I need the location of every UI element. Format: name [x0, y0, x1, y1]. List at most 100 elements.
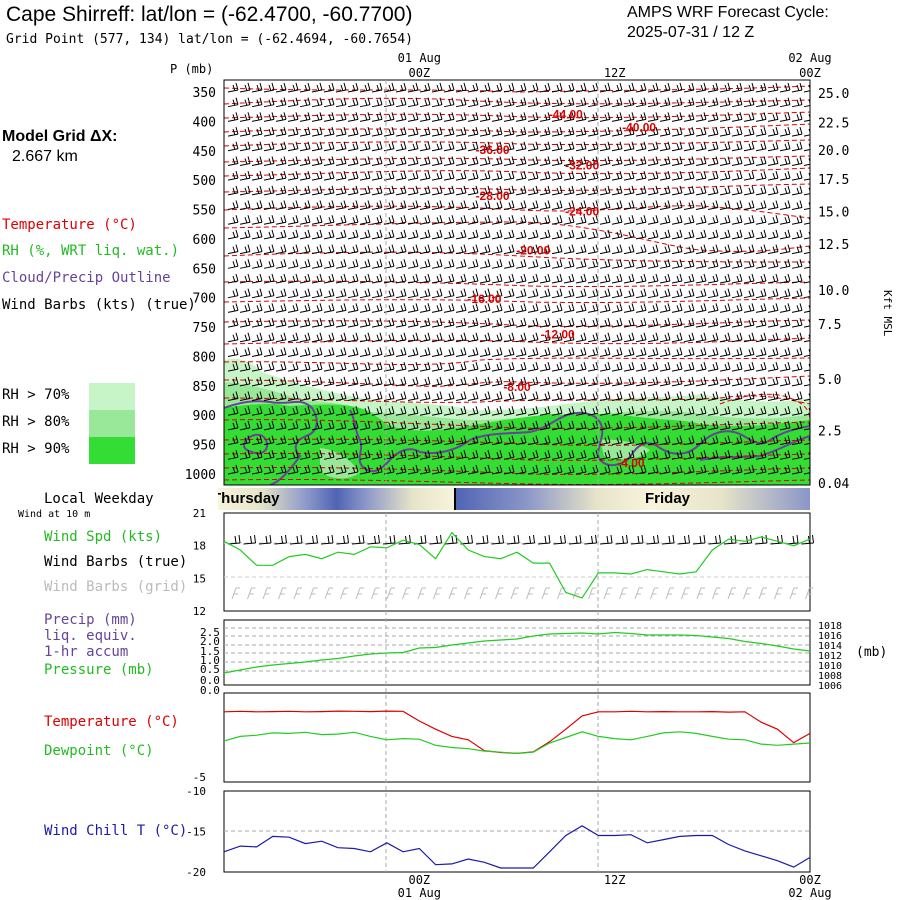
wind-barb	[335, 200, 347, 211]
wind-barb	[623, 185, 635, 196]
wind-barb	[539, 229, 551, 240]
wind-barb	[767, 141, 779, 152]
wind-barb	[239, 420, 251, 431]
wind-barb	[803, 378, 810, 387]
wind-barb	[551, 435, 563, 446]
isotherm-label: -28.00	[476, 189, 510, 203]
wind-barb	[671, 376, 683, 387]
wind-barb	[671, 317, 683, 328]
wind-barb	[707, 244, 719, 255]
wind-barb	[611, 420, 623, 431]
pressure-tick-label: 650	[193, 262, 216, 277]
wind-barb	[323, 171, 335, 181]
wind-barb	[491, 332, 503, 343]
wind-barb	[251, 141, 263, 152]
wind-barb	[443, 303, 455, 313]
wind-barb	[479, 288, 491, 299]
wind-barb	[803, 99, 810, 108]
wind-barb	[539, 141, 551, 152]
wind-barb	[515, 229, 527, 240]
wind-barb	[419, 244, 431, 255]
wind-barb	[431, 464, 443, 475]
wind-barb	[779, 171, 791, 181]
wind-barb	[707, 332, 719, 343]
wind-barb	[371, 141, 383, 152]
wind-barb	[623, 450, 635, 460]
wind-barb	[731, 332, 743, 343]
wind-barb	[323, 376, 335, 387]
wind-barb	[467, 391, 479, 402]
rh-70-swatch	[89, 383, 135, 410]
wind-barb	[647, 303, 659, 313]
wind-barb	[311, 317, 323, 328]
wind-barb	[719, 391, 731, 402]
wind-barb	[503, 450, 515, 460]
wind-barb	[599, 141, 611, 152]
wind-barb	[503, 391, 515, 402]
isotherm-label: -20.00	[516, 244, 550, 258]
wind-barb	[263, 303, 275, 313]
wind-barb	[575, 141, 587, 152]
wind-barb	[419, 362, 431, 372]
wind-barb	[287, 229, 299, 240]
wind-barb	[779, 362, 791, 372]
pressure-tick-label: 950	[193, 439, 216, 454]
wind-barb	[227, 391, 239, 402]
wind-barb	[395, 259, 407, 269]
wind-barb	[659, 303, 671, 313]
wind-barb	[611, 391, 623, 402]
wind-barb	[287, 376, 299, 387]
wind-barb	[479, 82, 491, 93]
wind-barb	[575, 464, 587, 475]
wind-barb	[251, 376, 263, 387]
wind-barb	[743, 450, 755, 460]
wind-barb	[803, 114, 810, 122]
wind-barb	[719, 303, 731, 313]
wind-barb	[695, 273, 707, 284]
wind-barb	[719, 156, 731, 166]
wind-barb	[755, 141, 767, 152]
wind-barb	[395, 317, 407, 328]
surface-barb-true	[491, 534, 504, 545]
wind-barb	[275, 420, 287, 431]
wind-barb	[599, 171, 611, 181]
wind-barb	[551, 450, 563, 460]
wind-barb	[299, 126, 311, 137]
wind-barb	[359, 185, 371, 196]
surface-barb-true	[522, 534, 535, 545]
wind-barb	[455, 420, 467, 431]
wind-barb	[671, 171, 683, 181]
wind-barb	[407, 200, 419, 211]
wind-barb	[671, 450, 683, 460]
pressure-tick: 1006	[818, 681, 842, 692]
wind-barb	[767, 376, 779, 387]
wind-barb	[623, 332, 635, 343]
wind-barb	[323, 332, 335, 343]
wind-barb	[599, 259, 611, 269]
wind-barb	[359, 288, 371, 299]
wind-barb	[299, 288, 311, 299]
pressure-legend: Pressure (mb)	[44, 662, 154, 678]
wind-barb	[707, 303, 719, 313]
wind-barb	[395, 332, 407, 343]
wind-barb	[407, 435, 419, 446]
wind-barb	[431, 450, 443, 460]
surface-barb-grid	[433, 587, 442, 600]
wind-barb	[575, 391, 587, 402]
wind-barb	[431, 156, 443, 166]
wind-barb	[227, 244, 239, 255]
wind-barb	[347, 229, 359, 240]
wind-barb	[659, 126, 671, 137]
wind-barb	[659, 317, 671, 328]
wind-barb	[575, 376, 587, 387]
wind-barb	[275, 82, 287, 93]
wind-barb	[263, 112, 275, 122]
wind-barb	[251, 303, 263, 313]
wind-barb	[695, 391, 707, 402]
wind-barb	[587, 362, 599, 372]
wind-barb	[455, 112, 467, 122]
wind-barb	[275, 126, 287, 137]
wind-barb	[551, 185, 563, 196]
wind-barb	[719, 464, 731, 475]
wind-barb	[791, 97, 803, 108]
